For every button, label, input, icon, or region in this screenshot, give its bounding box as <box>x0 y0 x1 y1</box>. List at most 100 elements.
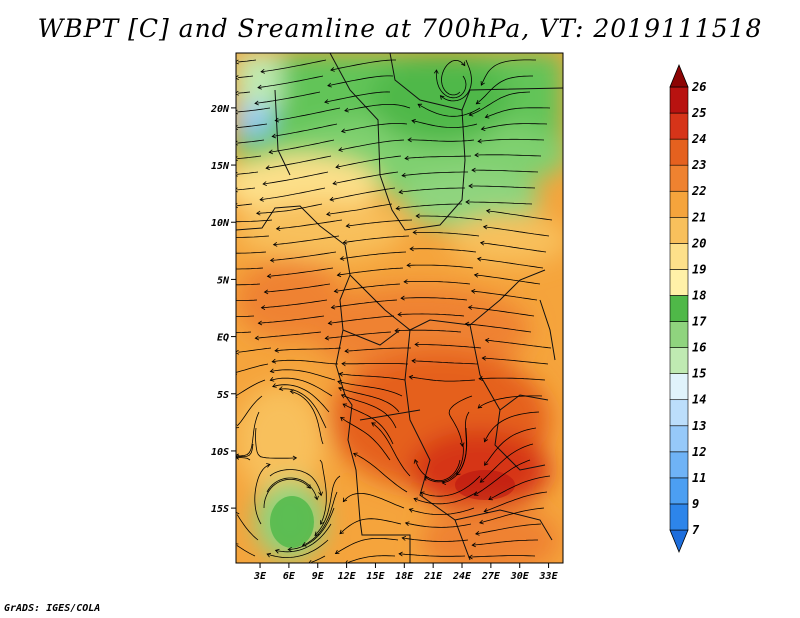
streamline <box>478 138 545 142</box>
streamline <box>237 155 262 160</box>
streamline <box>236 315 255 317</box>
colorbar-segment <box>669 216 689 244</box>
streamline-arrowhead <box>320 520 325 525</box>
streamline <box>339 518 402 534</box>
streamline <box>238 347 272 353</box>
streamline-arrowhead <box>236 90 239 96</box>
streamline-arrowhead <box>333 288 339 294</box>
streamline-arrowhead <box>417 103 423 108</box>
streamline <box>481 123 548 130</box>
streamline-arrowhead <box>254 335 260 341</box>
streamline <box>258 315 325 324</box>
streamline <box>290 390 324 445</box>
streamline-arrowhead <box>342 403 348 408</box>
streamline <box>486 210 553 221</box>
streamline <box>324 91 391 103</box>
lat-label: 10N <box>211 218 230 229</box>
streamline <box>236 363 269 373</box>
streamline-arrowhead <box>471 167 476 173</box>
streamline-arrowhead <box>259 196 264 202</box>
streamline-arrowhead <box>287 547 292 552</box>
streamline <box>474 154 542 157</box>
streamline-arrowhead <box>409 246 414 252</box>
streamline <box>273 235 340 246</box>
streamline <box>477 395 543 409</box>
streamline-arrowhead <box>260 305 266 310</box>
streamline <box>266 155 332 169</box>
streamline-arrowhead <box>337 379 342 385</box>
colorbar-segment <box>669 451 689 479</box>
streamline <box>345 347 411 352</box>
streamline-arrowhead <box>339 256 345 261</box>
streamline <box>238 75 254 78</box>
streamline <box>465 323 532 333</box>
streamline-arrowhead <box>406 262 411 268</box>
streamline-arrowhead <box>467 305 473 310</box>
lon-label: 12E <box>338 571 357 582</box>
lon-label: 33E <box>539 571 559 582</box>
streamline <box>404 281 471 285</box>
streamline <box>257 75 324 88</box>
lon-label: 24E <box>452 571 472 582</box>
streamline-arrowhead <box>484 114 490 119</box>
streamline-arrowhead <box>344 348 349 354</box>
map-title: WBPT [C] and Sreamline at 700hPa, VT: 20… <box>37 14 763 43</box>
streamline <box>424 443 464 483</box>
lat-label: 15N <box>211 161 230 172</box>
streamline-arrowhead <box>265 165 270 171</box>
colorbar-segment <box>669 112 689 140</box>
colorbar-segment <box>669 425 689 453</box>
streamline <box>325 331 392 339</box>
colorbar-segment <box>669 503 689 531</box>
colorbar: 7 9 11 12 13 14 15 16 17 18 19 20 21 22 23 24 25 26 <box>669 63 707 554</box>
streamline <box>468 555 536 558</box>
streamline-arrowhead <box>329 196 335 202</box>
streamline-arrowhead <box>411 358 416 364</box>
streamline-arrowhead <box>257 320 263 326</box>
streamline-arrowhead <box>398 551 403 557</box>
streamline <box>471 290 538 301</box>
streamline <box>335 155 402 168</box>
streamline <box>479 507 545 524</box>
streamline <box>275 523 332 553</box>
streamline-arrowhead <box>268 149 274 155</box>
streamline <box>396 203 462 210</box>
streamline-arrowhead <box>401 172 406 178</box>
streamline <box>254 464 271 525</box>
streamline <box>275 107 341 121</box>
streamline <box>342 403 394 445</box>
streamline <box>420 475 481 497</box>
streamline-arrowhead <box>439 95 445 100</box>
streamline <box>270 251 337 261</box>
streamline-arrowhead <box>269 257 275 263</box>
streamline-arrowhead <box>272 383 277 388</box>
streamline <box>417 103 481 117</box>
streamline-arrowhead <box>484 461 489 466</box>
colorbar-label: 26 <box>691 80 706 94</box>
streamline <box>337 381 403 397</box>
streamline <box>236 219 273 223</box>
streamline <box>236 235 270 238</box>
colorbar-segment <box>669 86 689 114</box>
streamline <box>263 171 329 185</box>
streamline <box>335 538 399 554</box>
streamline <box>402 171 468 177</box>
streamline-arrowhead <box>266 552 272 558</box>
streamline <box>474 459 531 496</box>
streamline-arrowhead <box>278 386 284 391</box>
lon-label: 27E <box>481 571 501 582</box>
streamline-arrowhead <box>272 241 278 247</box>
streamline <box>340 251 407 260</box>
streamline <box>326 203 393 215</box>
lat-label: EQ <box>217 333 229 344</box>
streamline <box>238 59 257 63</box>
streamline-arrowhead <box>257 84 262 90</box>
colorbar-label: 15 <box>692 367 706 381</box>
colorbar-segment <box>669 138 689 166</box>
streamline-arrowhead <box>482 224 488 230</box>
colorbar-label: 9 <box>692 497 699 511</box>
streamline <box>476 75 533 105</box>
streamline-arrowhead <box>433 69 439 74</box>
streamline-arrowhead <box>468 183 473 189</box>
streamline <box>338 139 405 151</box>
